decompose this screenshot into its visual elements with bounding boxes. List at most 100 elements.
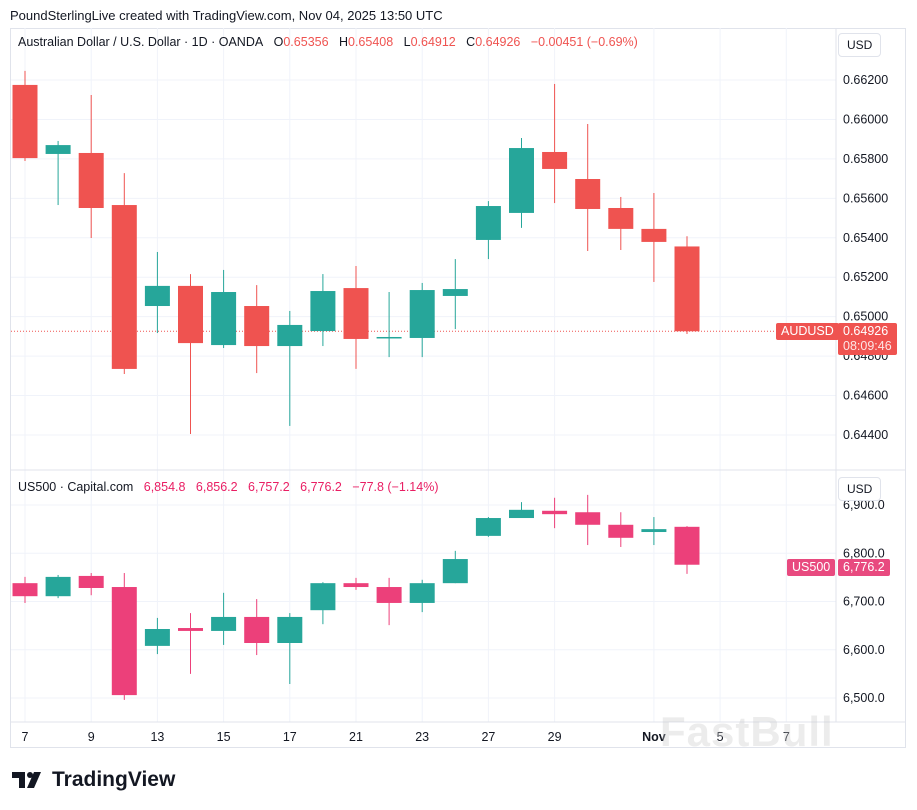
us500-candle-body [641,529,667,533]
x-tick-label: Nov [642,730,666,744]
us500-low: 6,757.2 [248,480,290,494]
aud-symbol-tag: AUDUSD [776,323,839,340]
aud-candle-body [608,207,634,229]
us500-candle-body [575,512,601,525]
us500-candle-body [211,616,237,631]
chart-frame [10,28,906,748]
us500-legend: US500 · Capital.com 6,854.8 6,856.2 6,75… [18,480,438,494]
aud-countdown: 08:09:46 [843,339,892,353]
us500-candle-body [45,576,71,597]
aud-last-price: 0.64926 [843,324,889,338]
aud-candle-body [674,246,700,332]
aud-y-tick-label: 0.65400 [843,231,888,245]
aud-y-tick-label: 0.65200 [843,270,888,284]
us500-high: 6,856.2 [195,480,238,494]
aud-candle-body [45,145,71,154]
us500-y-tick-label: 6,700.0 [843,595,885,609]
chart-credit: PoundSterlingLive created with TradingVi… [10,8,443,23]
aud-y-tick-label: 0.64400 [843,428,888,442]
us500-candle-body [178,628,203,631]
us500-y-tick-label: 6,500.0 [843,691,885,705]
aud-candle-body [343,288,369,339]
aud-candle-body [178,285,203,344]
aud-price-tag: 0.64926 08:09:46 [838,323,897,355]
x-tick-label: 29 [548,730,562,744]
aud-candle-body [509,148,534,213]
aud-open: 0.65356 [283,35,329,49]
aud-candle-body [542,151,568,169]
us500-price-tag: 6,776.2 [838,559,890,576]
us500-candle-body [310,583,336,611]
high-label: H [338,35,348,49]
us500-symbol-tag: US500 [787,559,836,576]
aud-y-tick-label: 0.65000 [843,310,888,324]
us500-close: 6,776.2 [300,480,342,494]
aud-candle-body [475,206,501,240]
us500-candle-body [111,587,137,696]
us500-candle-body [674,526,700,565]
x-tick-label: 5 [717,730,724,744]
us500-candle-body [244,616,270,643]
aud-candle-body [442,289,468,296]
us500-open: 6,854.8 [143,480,186,494]
us500-candle-body [608,524,634,538]
us500-candle-body [509,509,534,519]
x-tick-label: 17 [283,730,297,744]
aud-candle-body [310,291,336,332]
aud-candle-body [641,228,667,242]
aud-candle-body [111,205,137,369]
tradingview-logo-text: TradingView [52,768,176,791]
us500-candle-body [144,629,170,646]
aud-currency-button[interactable]: USD [838,33,882,57]
aud-candle-body [244,306,270,347]
aud-candle-body [211,292,237,346]
x-tick-label: 27 [481,730,495,744]
low-label: L [403,35,411,49]
aud-candle-body [78,152,104,208]
aud-low: 0.64912 [410,35,456,49]
aud-y-tick-label: 0.66200 [843,73,888,87]
tradingview-logo-icon [12,772,41,788]
us500-candle-body [442,559,468,584]
us500-currency-button[interactable]: USD [838,477,882,501]
close-label: C [466,35,476,49]
aud-candle-body [277,324,303,347]
aud-y-tick-label: 0.65600 [843,191,888,205]
aud-candle-body [575,179,601,209]
x-tick-label: 13 [150,730,164,744]
us500-candle-body [343,583,369,588]
us500-candle-body [475,518,501,536]
aud-symbol-name: Australian Dollar / U.S. Dollar · 1D · O… [18,35,264,49]
aud-candle-body [409,290,435,338]
watermark: FastBull [660,708,834,755]
x-tick-label: 7 [22,730,29,744]
aud-candle-body [144,285,170,307]
tradingview-logo[interactable]: TradingView [12,768,175,792]
us500-y-tick-label: 6,600.0 [843,643,885,657]
aud-close: 0.64926 [475,35,521,49]
aud-candle-body [12,84,38,159]
us500-candle-body [12,583,38,597]
x-tick-label: 7 [783,730,790,744]
us500-y-tick-label: 6,900.0 [843,498,885,512]
aud-change: −0.00451 (−0.69%) [530,35,638,49]
us500-y-tick-label: 6,800.0 [843,546,885,560]
aud-y-tick-label: 0.65800 [843,152,888,166]
aud-high: 0.65408 [348,35,394,49]
us500-candle-body [78,575,104,588]
aud-candle-body [376,336,402,339]
x-tick-label: 21 [349,730,363,744]
us500-candle-body [542,510,568,515]
us500-candle-body [409,583,435,603]
aud-y-tick-label: 0.64600 [843,389,888,403]
us500-change: −77.8 (−1.14%) [352,480,439,494]
open-label: O [273,35,284,49]
us500-candle-body [277,616,303,643]
aud-y-tick-label: 0.66000 [843,112,888,126]
aud-legend: Australian Dollar / U.S. Dollar · 1D · O… [18,35,638,49]
x-tick-label: 23 [415,730,429,744]
us500-symbol-name: US500 · Capital.com [18,480,134,494]
us500-candle-body [376,587,402,603]
x-tick-label: 15 [217,730,231,744]
